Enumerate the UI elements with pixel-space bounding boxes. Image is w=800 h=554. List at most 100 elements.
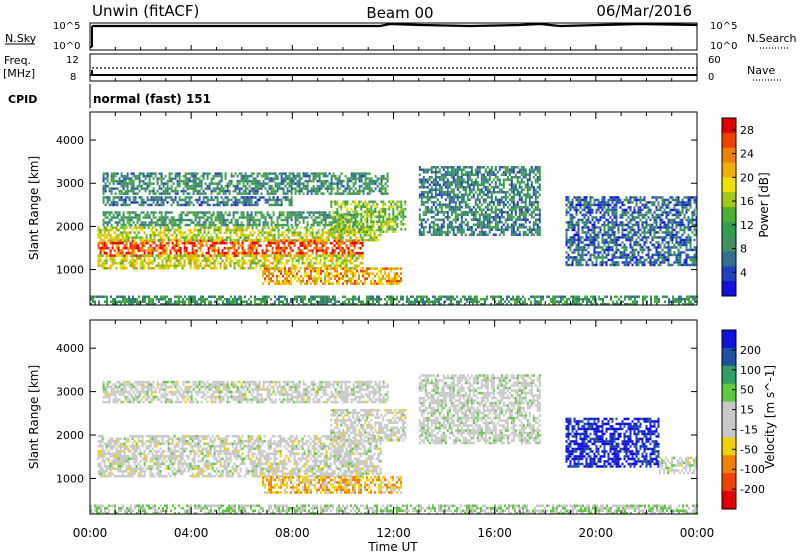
nsky-label: N.Sky bbox=[5, 32, 37, 45]
power-colorbar: 4 8 12 16 20 24 28 bbox=[721, 117, 754, 297]
colorbar-tick-label: -50 bbox=[740, 443, 758, 456]
data-region-6 bbox=[659, 456, 698, 475]
data-region-6 bbox=[262, 267, 402, 285]
colorbar-tick-label: -15 bbox=[740, 423, 758, 436]
freq-tick-low: 8 bbox=[70, 72, 76, 83]
power-panel: 1000 2000 3000 4000 Slant Range [km] 4 8 12 16… bbox=[27, 111, 771, 306]
data-region-8 bbox=[418, 166, 541, 236]
colorbar-segment bbox=[722, 147, 736, 163]
time-tick-label: 08:00 bbox=[275, 526, 310, 540]
colorbar-segment bbox=[722, 266, 736, 282]
freq-unit-label: [MHz] bbox=[3, 67, 35, 80]
colorbar-segment bbox=[722, 236, 736, 252]
noise-tick-low-right: 10^0 bbox=[710, 41, 737, 52]
y-tick-label: 4000 bbox=[56, 342, 84, 355]
colorbar-segment bbox=[722, 221, 736, 238]
nave-tick-low: 0 bbox=[708, 72, 714, 83]
colorbar-tick-label: 15 bbox=[740, 404, 754, 417]
time-axis-label: Time UT bbox=[367, 540, 418, 554]
colorbar-segment bbox=[722, 330, 736, 349]
colorbar-tick-label: 24 bbox=[740, 148, 754, 161]
cpid-label: CPID bbox=[8, 93, 37, 106]
colorbar-segment bbox=[722, 365, 736, 385]
data-region-3 bbox=[102, 211, 357, 227]
colorbar-segment bbox=[722, 192, 736, 208]
colorbar-tick-label: -200 bbox=[740, 483, 765, 496]
y-tick-label: 2000 bbox=[56, 429, 84, 442]
colorbar-segment bbox=[722, 347, 736, 367]
colorbar-tick-label: 8 bbox=[740, 243, 747, 256]
y-tick-label: 3000 bbox=[56, 177, 84, 190]
velocity-axes: 1000 2000 3000 4000 bbox=[56, 320, 698, 514]
station-title: Unwin (fitACF) bbox=[92, 2, 199, 20]
noise-panel: N.Sky 10^5 10^0 10^5 10^0 N.Search bbox=[5, 21, 797, 52]
velocity-data bbox=[90, 374, 698, 515]
time-tick-label: 00:00 bbox=[73, 526, 108, 540]
colorbar-segment bbox=[722, 383, 736, 403]
power-ylabel: Slant Range [km] bbox=[27, 156, 41, 260]
colorbar-segment bbox=[722, 455, 736, 474]
time-axis: 00:00 04:00 08:00 12:00 16:00 20:00 00:00 bbox=[73, 45, 715, 540]
power-axes: 1000 2000 3000 4000 bbox=[56, 112, 698, 305]
data-region-4 bbox=[418, 374, 541, 445]
nave-tick-high: 60 bbox=[708, 55, 721, 66]
colorbar-segment bbox=[722, 491, 736, 510]
time-tick-label: 16:00 bbox=[477, 526, 512, 540]
colorbar-segment bbox=[722, 401, 736, 420]
freq-label: Freq. bbox=[4, 54, 31, 67]
colorbar-tick-label: 200 bbox=[740, 344, 761, 357]
data-region-2 bbox=[262, 476, 402, 494]
colorbar-tick-label: 28 bbox=[740, 124, 754, 137]
time-tick-label: 12:00 bbox=[376, 526, 411, 540]
colorbar-tick-label: 100 bbox=[740, 364, 761, 377]
noise-tick-low-left: 10^0 bbox=[53, 41, 80, 52]
time-tick-label: 04:00 bbox=[174, 526, 209, 540]
colorbar-segment bbox=[722, 207, 736, 223]
power-colorbar-label: Power [dB] bbox=[757, 172, 771, 237]
data-region-10 bbox=[90, 295, 698, 306]
colorbar-segment bbox=[722, 177, 736, 193]
colorbar-segment bbox=[722, 251, 736, 267]
data-region-3 bbox=[330, 409, 407, 442]
colorbar-segment bbox=[722, 132, 736, 149]
colorbar-tick-label: 16 bbox=[740, 195, 754, 208]
time-tick-label: 00:00 bbox=[680, 526, 715, 540]
y-tick-label: 3000 bbox=[56, 386, 84, 399]
y-tick-label: 4000 bbox=[56, 134, 84, 147]
frequency-panel: Freq. [MHz] 12 8 60 0 Nave bbox=[3, 53, 783, 83]
power-data bbox=[90, 166, 698, 306]
y-tick-label: 2000 bbox=[56, 220, 84, 233]
velocity-colorbar: 200 100 50 15 -15 -50 -100 -200 bbox=[721, 329, 765, 510]
data-region-0 bbox=[97, 239, 364, 257]
date-title: 06/Mar/2016 bbox=[596, 2, 692, 20]
colorbar-tick-label: 12 bbox=[740, 219, 754, 232]
noise-tick-high-left: 10^5 bbox=[53, 21, 80, 32]
velocity-ylabel: Slant Range [km] bbox=[27, 365, 41, 469]
colorbar-tick-label: -100 bbox=[740, 463, 765, 476]
data-region-7 bbox=[90, 504, 698, 515]
data-region-4 bbox=[102, 196, 293, 207]
data-region-7 bbox=[330, 200, 407, 233]
freq-tick-high: 12 bbox=[66, 55, 79, 66]
data-region-9 bbox=[565, 196, 698, 267]
nave-label: Nave bbox=[747, 64, 775, 77]
data-region-5 bbox=[565, 417, 660, 468]
colorbar-segment bbox=[722, 162, 736, 178]
beam-title: Beam 00 bbox=[366, 4, 433, 22]
cpid-value: normal (fast) 151 bbox=[93, 92, 211, 106]
velocity-panel: 1000 2000 3000 4000 Slant Range [km] 200 100… bbox=[27, 319, 777, 515]
data-region-5 bbox=[102, 172, 389, 195]
colorbar-segment bbox=[722, 473, 736, 492]
colorbar-segment bbox=[722, 118, 736, 134]
colorbar-tick-label: 4 bbox=[740, 266, 747, 279]
colorbar-tick-label: 50 bbox=[740, 384, 754, 397]
data-region-0 bbox=[97, 435, 382, 478]
nsearch-label: N.Search bbox=[747, 32, 797, 45]
colorbar-segment bbox=[722, 437, 736, 456]
colorbar-segment bbox=[722, 281, 736, 297]
time-tick-label: 20:00 bbox=[579, 526, 614, 540]
y-tick-label: 1000 bbox=[56, 264, 84, 277]
colorbar-segment bbox=[722, 419, 736, 438]
velocity-colorbar-label: Velocity [m s^-1] bbox=[763, 365, 777, 469]
